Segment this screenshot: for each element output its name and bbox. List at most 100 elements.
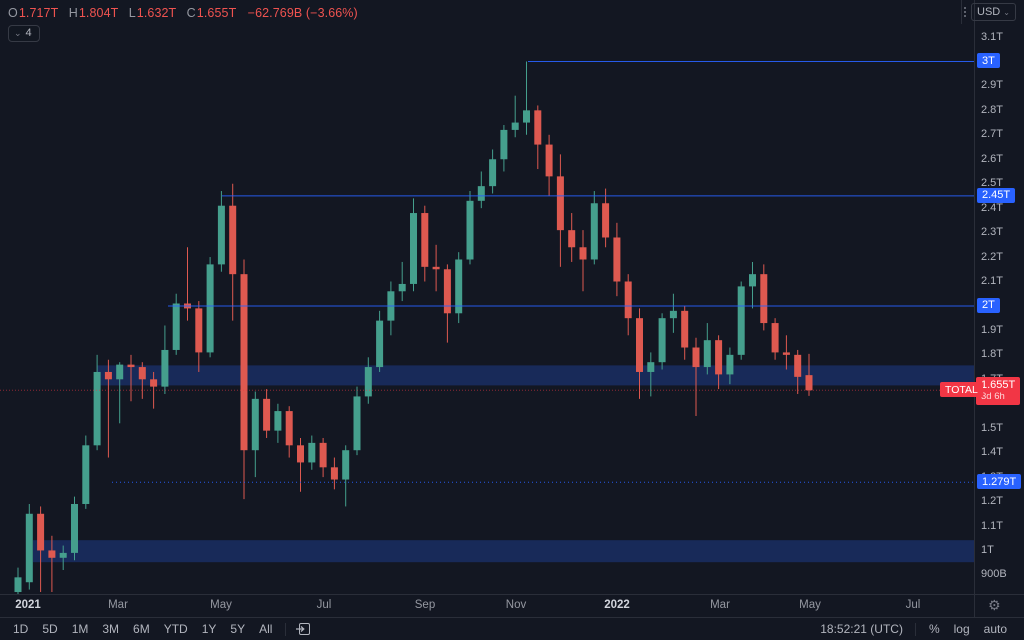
candle-body xyxy=(782,352,790,355)
low-label: L xyxy=(128,6,136,20)
price-tick: 2.1T xyxy=(981,275,1004,287)
candle-body xyxy=(771,323,779,353)
candle-body xyxy=(455,259,463,314)
candle-body xyxy=(398,283,406,292)
last-price-label: 1.655T 3d 6h xyxy=(976,377,1021,406)
time-tick: Mar xyxy=(108,599,128,611)
scale-control-log[interactable]: log xyxy=(953,622,970,636)
close-label: C xyxy=(186,6,196,20)
range-button-3m[interactable]: 3M xyxy=(102,622,120,636)
price-line-label: 2.45T xyxy=(977,187,1016,203)
candle-body xyxy=(466,200,474,260)
chevron-down-icon: ⌄ xyxy=(1003,7,1010,17)
candlestick-chart[interactable] xyxy=(0,0,974,594)
symbol-price-tag: TOTAL xyxy=(940,382,983,397)
candle-body xyxy=(432,266,440,270)
candle-body xyxy=(749,274,756,287)
candle-body xyxy=(229,205,237,275)
candle-body xyxy=(263,398,271,431)
price-tick: 2.8T xyxy=(981,103,1004,116)
candle-body xyxy=(534,110,542,145)
candle-body xyxy=(669,310,677,319)
time-tick: Jul xyxy=(905,599,921,611)
price-tick: 2.2T xyxy=(981,250,1004,263)
candle-body xyxy=(37,513,45,551)
price-tick: 1.8T xyxy=(981,348,1004,361)
price-line-label: 2T xyxy=(977,297,1000,313)
low-value: 1.632T xyxy=(136,6,177,20)
candle-body xyxy=(93,371,101,446)
candle-body xyxy=(500,129,508,160)
high-value: 1.804T xyxy=(78,6,119,20)
price-tick: 3.1T xyxy=(981,30,1004,43)
price-tick: 2.5T xyxy=(981,177,1004,190)
bottom-toolbar: 1D 5D 1M 3M 6M YTD 1Y 5Y All 18:52:21 (UTC) % log… xyxy=(0,617,1024,640)
clock[interactable]: 18:52:21 (UTC) xyxy=(820,622,903,636)
axis-menu-dots-icon[interactable] xyxy=(964,7,967,17)
open-label: O xyxy=(8,6,18,20)
bar-countdown: 3d 6h xyxy=(981,391,1005,403)
candle-body xyxy=(364,367,372,397)
change-value: −62.769B (−3.66%) xyxy=(247,6,358,20)
candle-body xyxy=(647,362,655,372)
candle-body xyxy=(25,513,33,583)
candle-body xyxy=(794,354,802,377)
high-label: H xyxy=(68,6,78,20)
candle-body xyxy=(658,318,666,363)
range-button-6m[interactable]: 6M xyxy=(133,622,150,636)
candle-body xyxy=(217,205,225,265)
price-tick: 900B xyxy=(981,568,1007,581)
scale-control-auto[interactable]: auto xyxy=(983,622,1007,636)
toolbar-divider xyxy=(285,622,287,636)
candle-body xyxy=(14,577,22,593)
range-button-1d[interactable]: 1D xyxy=(13,622,29,636)
range-button-1m[interactable]: 1M xyxy=(71,622,89,636)
highlight-band[interactable] xyxy=(97,365,974,386)
candle-body xyxy=(285,411,293,446)
time-tick: Nov xyxy=(505,599,527,611)
price-tick: 1.1T xyxy=(981,519,1004,532)
time-tick: Jul xyxy=(316,599,332,611)
candle-body xyxy=(477,186,485,201)
candle-body xyxy=(319,442,327,468)
candle-body xyxy=(104,371,112,380)
candle-body xyxy=(681,310,689,348)
candle-body xyxy=(715,340,723,375)
candle-body xyxy=(82,445,90,504)
go-to-date-icon[interactable] xyxy=(292,621,314,637)
candle-body xyxy=(568,230,576,248)
range-button-5y[interactable]: 5Y xyxy=(230,622,246,636)
candle-body xyxy=(297,445,304,463)
price-tick: 2.7T xyxy=(981,128,1004,141)
time-tick: 2022 xyxy=(604,599,630,611)
candle-body xyxy=(376,320,384,368)
range-button-all[interactable]: All xyxy=(259,622,273,636)
price-tick: 2.4T xyxy=(981,201,1004,214)
candle-body xyxy=(161,349,169,387)
range-button-ytd[interactable]: YTD xyxy=(163,622,188,636)
toolbar-divider xyxy=(914,622,916,636)
candle-body xyxy=(71,503,78,553)
currency-button[interactable]: USD ⌄ xyxy=(971,3,1016,21)
range-button-5d[interactable]: 5D xyxy=(42,622,58,636)
scale-control-percent[interactable]: % xyxy=(928,622,940,636)
time-axis[interactable]: ⚙ 2021 Mar May Jul Sep Nov 2022 Mar May Jul xyxy=(0,594,1024,618)
candle-body xyxy=(410,213,417,284)
candle-body xyxy=(274,411,282,431)
time-tick: May xyxy=(799,599,821,611)
candle-body xyxy=(760,274,768,324)
last-price-value: 1.655T xyxy=(981,379,1016,392)
range-button-1y[interactable]: 1Y xyxy=(201,622,217,636)
axis-header: USD ⌄ xyxy=(961,0,1024,24)
objects-collapse-badge[interactable]: ⌄ 4 xyxy=(8,25,40,42)
highlight-band[interactable] xyxy=(33,540,974,563)
candle-body xyxy=(523,110,530,123)
price-tick: 1.4T xyxy=(981,446,1004,459)
price-axis[interactable]: 3.1T 2.9T 2.8T 2.7T 2.6T 2.5T 2.4T 2.3T 2.2T 2.1T… xyxy=(974,0,1024,617)
candle-body xyxy=(805,375,813,391)
settings-gear-icon[interactable]: ⚙ xyxy=(988,597,1001,613)
price-tick: 2.3T xyxy=(981,226,1004,239)
chevron-down-icon: ⌄ xyxy=(14,28,22,38)
time-tick: May xyxy=(210,599,232,611)
